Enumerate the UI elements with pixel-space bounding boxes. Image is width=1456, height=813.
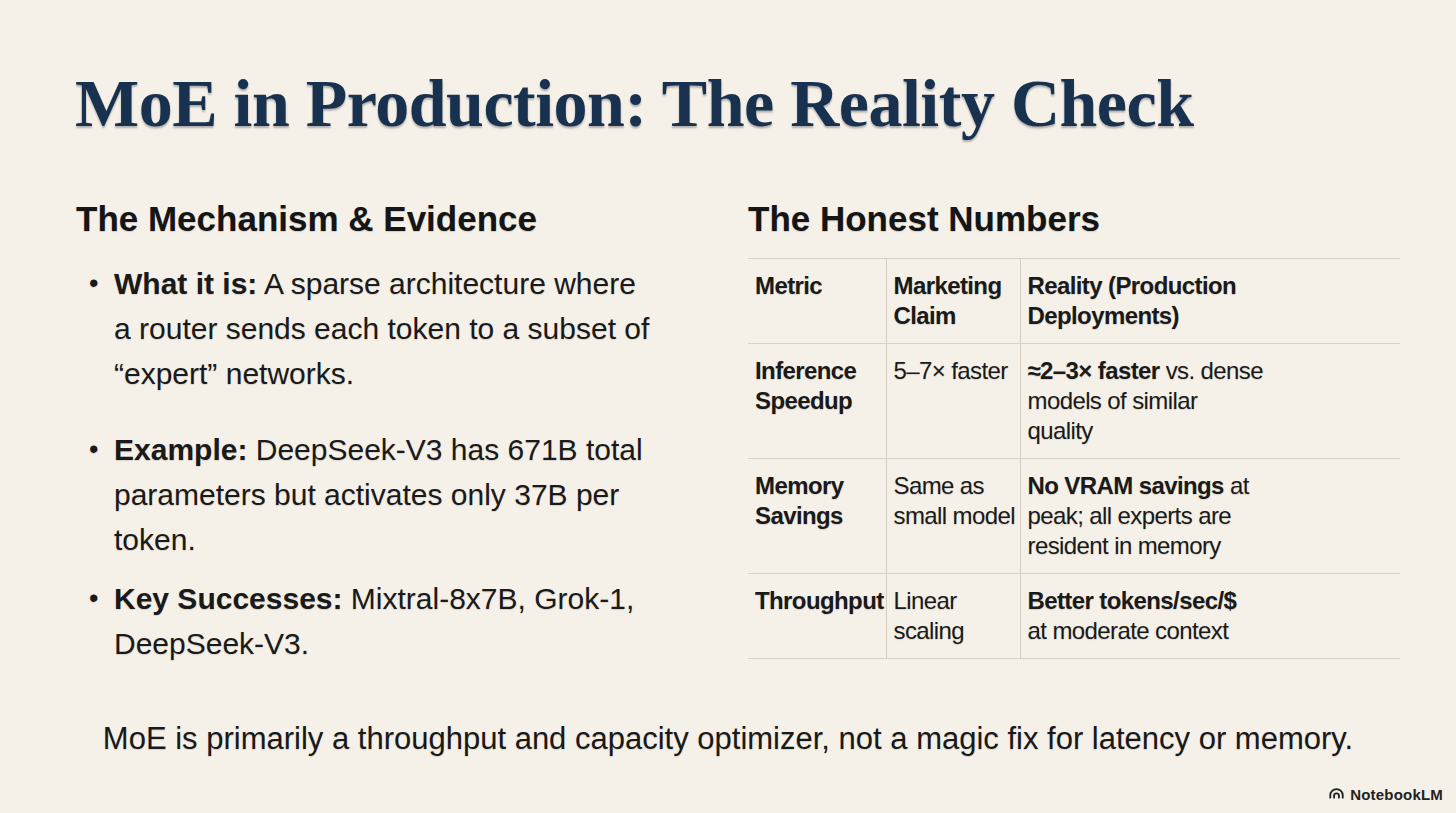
table-cell: No VRAM savings atpeak; all experts arer… bbox=[1020, 459, 1400, 574]
bullet-text: What it is: A sparse architecture wherea… bbox=[114, 261, 649, 396]
table-row: MemorySavingsSame assmall modelNo VRAM s… bbox=[748, 459, 1400, 574]
table-cell: 5–7× faster bbox=[886, 344, 1020, 459]
table-cell: Throughput bbox=[748, 574, 886, 659]
table-header-cell: MarketingClaim bbox=[886, 259, 1020, 344]
mechanism-heading: The Mechanism & Evidence bbox=[76, 199, 676, 239]
table-cell: Better tokens/sec/$at moderate context bbox=[1020, 574, 1400, 659]
bullet-dot: • bbox=[89, 576, 114, 666]
table-row: ThroughputLinearscalingBetter tokens/sec… bbox=[748, 574, 1400, 659]
bullet-item: •What it is: A sparse architecture where… bbox=[76, 261, 676, 396]
table-row: InferenceSpeedup5–7× faster≈2–3× faster … bbox=[748, 344, 1400, 459]
table-header-cell: Metric bbox=[748, 259, 886, 344]
table-cell: Linearscaling bbox=[886, 574, 1020, 659]
bullet-item: •Key Successes: Mixtral-8x7B, Grok-1,Dee… bbox=[76, 576, 676, 666]
takeaway-text: MoE is primarily a throughput and capaci… bbox=[0, 721, 1456, 757]
mechanism-section: The Mechanism & Evidence •What it is: A … bbox=[76, 199, 676, 697]
bullet-dot: • bbox=[89, 261, 114, 396]
table-cell: ≈2–3× faster vs. densemodels of similarq… bbox=[1020, 344, 1400, 459]
honest-numbers-heading: The Honest Numbers bbox=[748, 199, 1400, 239]
table-cell: InferenceSpeedup bbox=[748, 344, 886, 459]
notebooklm-label: NotebookLM bbox=[1350, 786, 1443, 803]
honest-numbers-section: The Honest Numbers MetricMarketingClaimR… bbox=[748, 199, 1400, 659]
slide-title: MoE in Production: The Reality Check bbox=[75, 69, 1194, 137]
bullet-item: •Example: DeepSeek-V3 has 671B totalpara… bbox=[76, 427, 676, 562]
mechanism-bullet-list: •What it is: A sparse architecture where… bbox=[76, 261, 676, 666]
table-header-cell: Reality (ProductionDeployments) bbox=[1020, 259, 1400, 344]
bullet-text: Key Successes: Mixtral-8x7B, Grok-1,Deep… bbox=[114, 576, 634, 666]
notebooklm-icon bbox=[1328, 786, 1345, 803]
notebooklm-brand: NotebookLM bbox=[1328, 786, 1443, 803]
table-cell: Same assmall model bbox=[886, 459, 1020, 574]
comparison-table: MetricMarketingClaimReality (ProductionD… bbox=[748, 258, 1400, 659]
bullet-text: Example: DeepSeek-V3 has 671B totalparam… bbox=[114, 427, 643, 562]
table-cell: MemorySavings bbox=[748, 459, 886, 574]
bullet-dot: • bbox=[89, 427, 114, 562]
